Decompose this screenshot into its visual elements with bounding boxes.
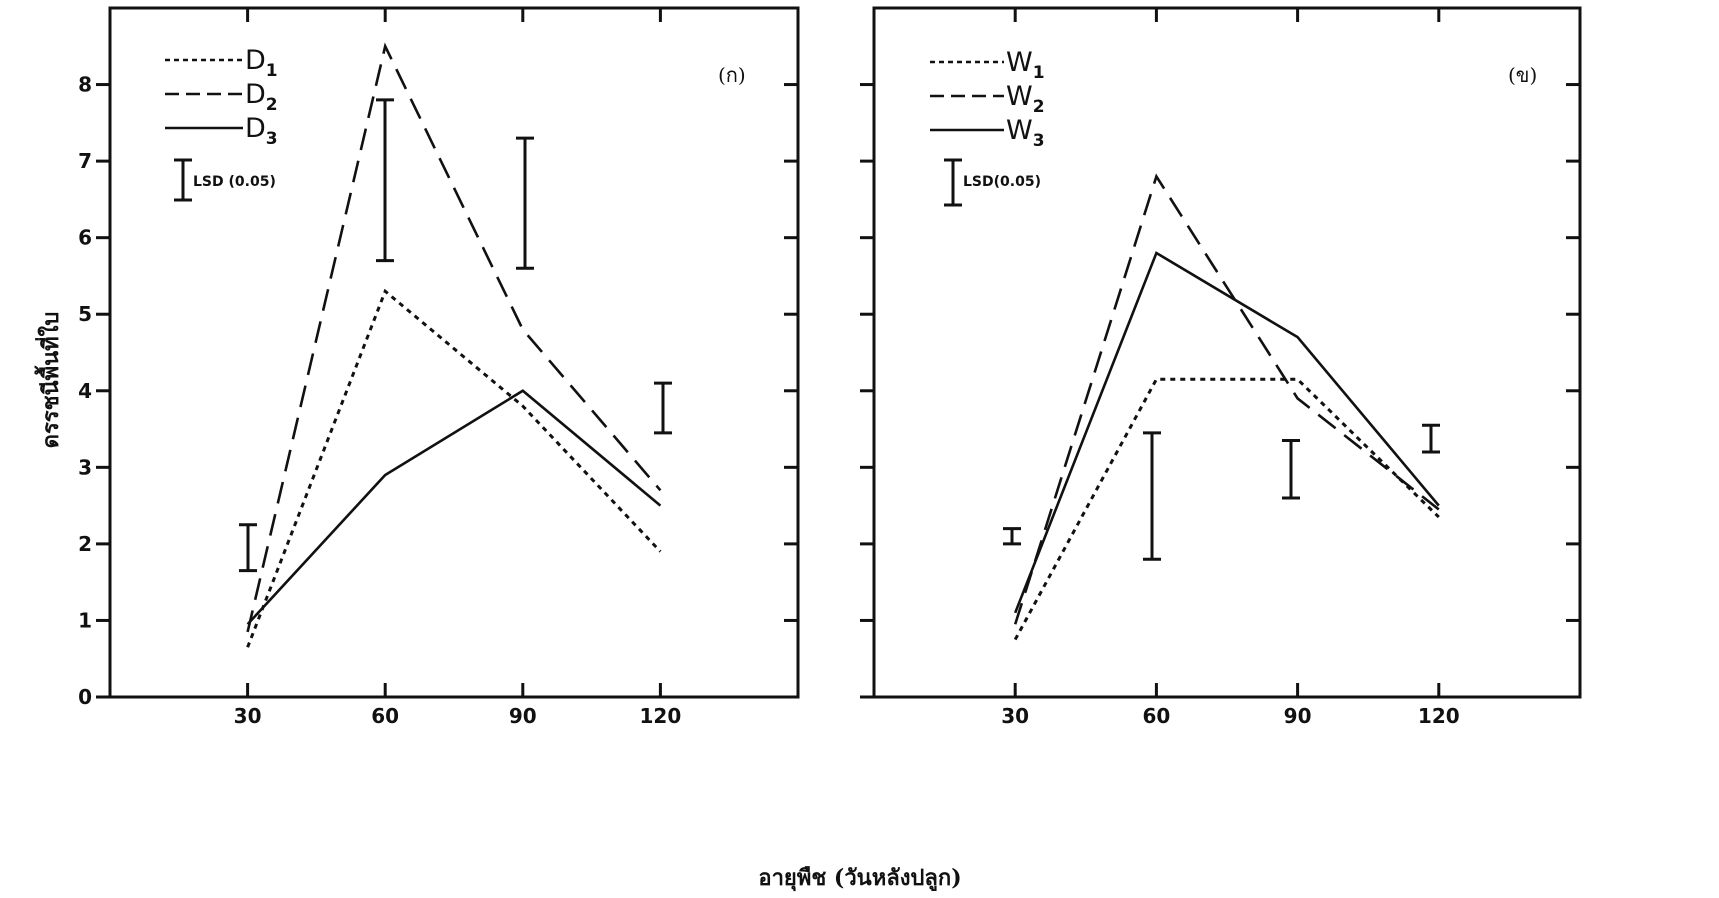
- lsd-legend: LSD (0.05): [174, 158, 276, 202]
- lsd-bar: [1422, 423, 1440, 454]
- y-tick-label: 0: [78, 685, 92, 709]
- y-axis-title: ดรรชนีพื้นที่ใบ: [34, 312, 64, 449]
- y-tick-label: 5: [78, 302, 92, 326]
- lsd-bar: [376, 98, 394, 263]
- y-tick-label: 6: [78, 226, 92, 250]
- series-line-w1: [1013, 377, 1440, 641]
- series-line-d2: [246, 42, 662, 633]
- legend-entry-d2: D2: [245, 79, 278, 115]
- x-tick-label: 60: [371, 704, 399, 728]
- y-tick-label: 7: [78, 149, 92, 173]
- x-tick-label: 90: [509, 704, 537, 728]
- y-tick-label: 1: [78, 608, 92, 632]
- series-line-d1: [246, 288, 662, 648]
- plot-frame: [872, 6, 1582, 699]
- series-line-d3: [246, 389, 662, 626]
- x-axis-title: อายุพืช (วันหลังปลูก): [758, 865, 961, 892]
- lsd-bar: [239, 523, 257, 573]
- legend-entry-w3: W3: [1006, 115, 1045, 151]
- lsd-legend-label: LSD (0.05): [193, 174, 276, 190]
- x-tick-label: 60: [1142, 704, 1170, 728]
- y-tick-label: 8: [78, 73, 92, 97]
- y-tick-label: 4: [78, 379, 92, 403]
- lsd-bar: [1003, 527, 1021, 546]
- lsd-bar: [1143, 431, 1161, 561]
- plot-frame: [108, 6, 800, 699]
- y-tick-label: 3: [78, 455, 92, 479]
- series-line-w2: [1013, 173, 1440, 625]
- lsd-bar: [654, 381, 672, 435]
- lsd-legend-label: LSD(0.05): [963, 174, 1041, 190]
- legend-entry-w1: W1: [1006, 47, 1045, 83]
- series-line-w3: [1013, 251, 1440, 614]
- x-tick-label: 120: [1418, 704, 1460, 728]
- legend-entry-w2: W2: [1006, 81, 1045, 117]
- panel-label: (ก): [718, 63, 746, 87]
- y-tick-label: 2: [78, 532, 92, 556]
- legend-entry-d3: D3: [245, 113, 278, 149]
- x-tick-label: 120: [640, 704, 682, 728]
- x-tick-label: 30: [1001, 704, 1029, 728]
- lsd-bar: [516, 136, 534, 270]
- x-tick-label: 30: [234, 704, 262, 728]
- lsd-legend: LSD(0.05): [944, 158, 1041, 207]
- x-tick-label: 90: [1284, 704, 1312, 728]
- lsd-bar: [1282, 439, 1300, 500]
- panel-label: (ข): [1508, 63, 1537, 87]
- legend-entry-d1: D1: [245, 45, 278, 81]
